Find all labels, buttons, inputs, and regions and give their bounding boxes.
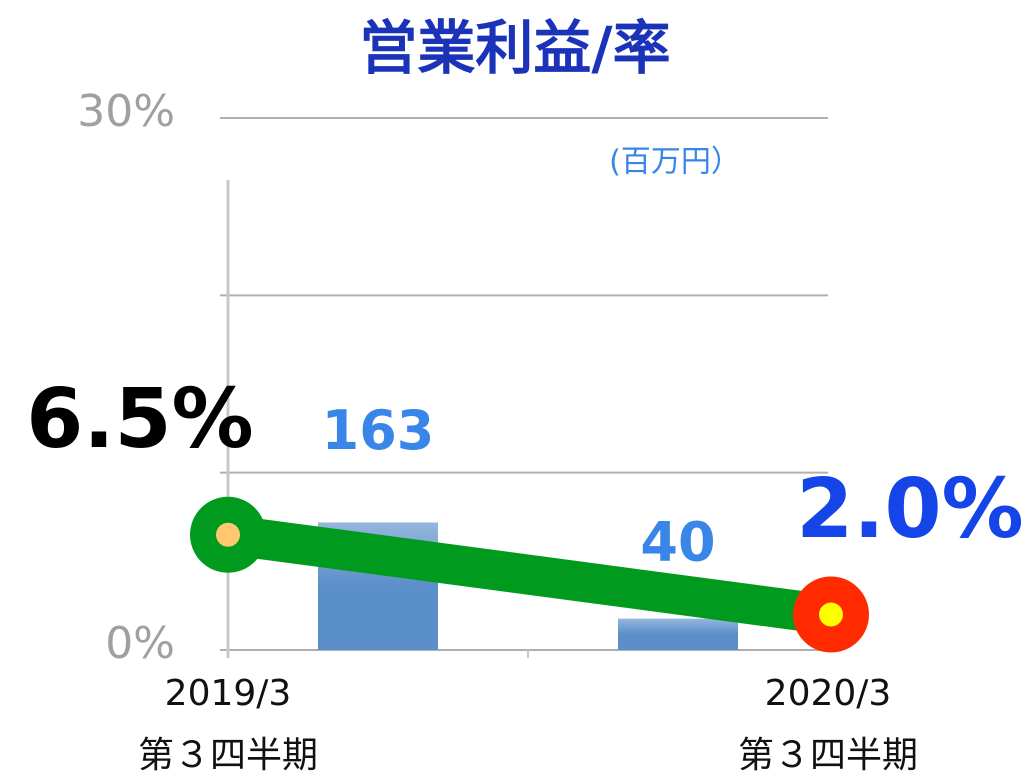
line-marker-center — [216, 522, 240, 547]
bar-label: 163 — [322, 399, 435, 462]
bar-label: 40 — [640, 510, 715, 573]
bar-shade — [618, 618, 738, 650]
x-tick-label: 第３四半期 — [138, 735, 318, 776]
x-tick-label: 2019/3 — [165, 673, 292, 714]
x-tick-label: 第３四半期 — [738, 735, 918, 776]
y-tick-label: 30% — [77, 86, 175, 137]
chart-title: 営業利益/率 — [359, 14, 670, 82]
y-tick-label: 0% — [105, 618, 175, 669]
line — [225, 514, 831, 635]
line-label: 6.5% — [26, 372, 253, 467]
unit-annotation: (百万円） — [609, 145, 741, 180]
x-tick-label: 2020/3 — [765, 673, 892, 714]
line-label: 2.0% — [796, 462, 1023, 557]
line-marker-center — [819, 602, 843, 627]
